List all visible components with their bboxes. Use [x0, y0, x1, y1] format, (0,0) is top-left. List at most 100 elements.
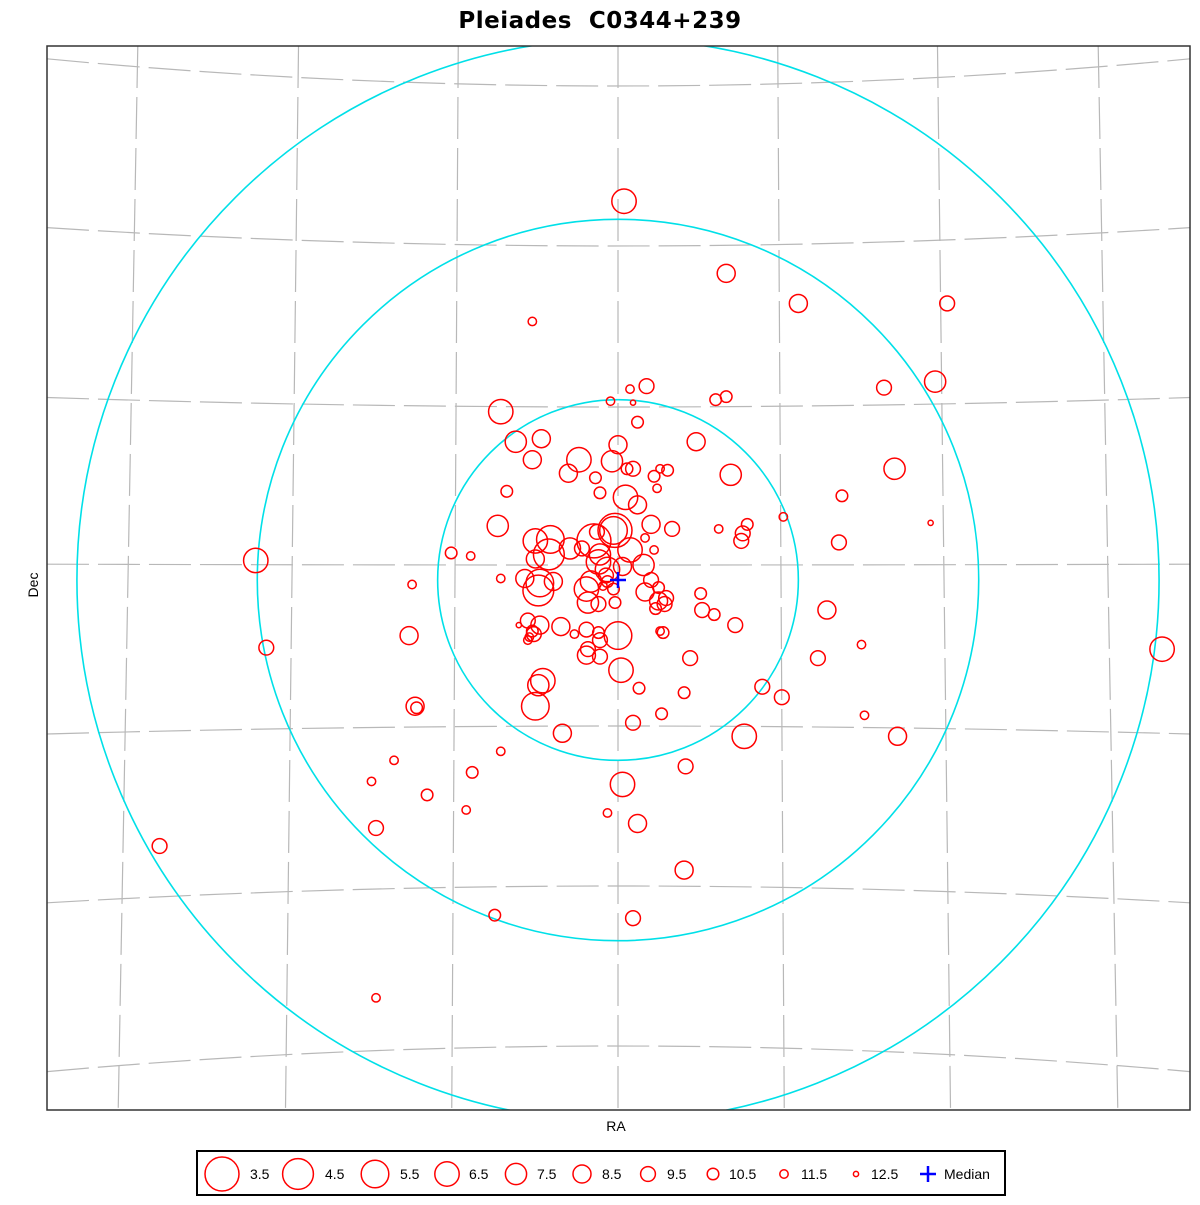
star-marker: [694, 601, 711, 619]
star-marker: [461, 805, 472, 815]
star-marker: [677, 686, 691, 700]
star-marker: [558, 537, 582, 560]
star-marker: [663, 520, 681, 538]
star-marker: [887, 726, 908, 747]
star-marker: [625, 384, 635, 395]
star-marker: [405, 696, 425, 717]
star-marker: [624, 910, 642, 927]
star-marker: [609, 771, 636, 798]
star-marker: [694, 586, 708, 601]
star-marker: [640, 532, 651, 543]
star-marker: [573, 576, 600, 602]
star-marker: [638, 377, 655, 395]
star-marker: [627, 813, 648, 834]
legend-marker-12.5: [852, 1170, 860, 1178]
star-marker: [367, 819, 385, 837]
star-marker: [709, 393, 723, 407]
star-marker: [641, 514, 661, 535]
radius-ring-1: [256, 218, 980, 942]
radius-ring-0: [436, 398, 800, 762]
star-marker: [526, 673, 550, 697]
star-marker: [520, 691, 550, 721]
star-marker: [713, 523, 724, 534]
legend-label-12.5: 12.5: [871, 1166, 898, 1182]
star-marker: [525, 549, 546, 569]
star-marker: [606, 582, 621, 596]
radius-ring-2: [76, 46, 1160, 1110]
legend-marker-4.5: [281, 1157, 315, 1191]
star-marker: [661, 463, 675, 477]
star-marker: [504, 430, 528, 454]
star-marker: [627, 495, 648, 515]
grid-line-ra-1: [284, 46, 300, 1110]
star-marker: [727, 616, 744, 634]
star-marker: [734, 525, 751, 542]
star-marker: [522, 635, 533, 646]
star-marker: [399, 625, 419, 646]
legend-label-7.5: 7.5: [537, 1166, 557, 1182]
star-marker: [465, 551, 476, 561]
star-marker: [1149, 636, 1176, 663]
star-marker: [733, 532, 750, 550]
star-marker: [366, 776, 377, 787]
star-marker: [597, 512, 633, 549]
star-marker: [939, 295, 956, 312]
star-marker: [655, 707, 669, 721]
star-marker: [630, 415, 645, 429]
star-marker: [444, 546, 458, 560]
star-marker: [883, 457, 906, 481]
star-marker: [617, 536, 643, 563]
star-marker: [531, 428, 552, 449]
star-marker: [558, 463, 579, 484]
median-marker: [610, 572, 626, 588]
legend-marker-7.5: [504, 1162, 528, 1186]
star-marker: [856, 639, 867, 650]
star-marker: [594, 556, 621, 583]
star-marker: [410, 701, 424, 715]
legend-marker-9.5: [639, 1165, 657, 1183]
star-marker: [486, 514, 510, 538]
star-marker: [569, 629, 580, 640]
star-marker: [648, 591, 669, 611]
star-marker: [573, 540, 591, 557]
star-marker: [407, 579, 418, 590]
star-marker: [527, 316, 538, 327]
legend-label-6.5: 6.5: [469, 1166, 489, 1182]
star-marker: [754, 678, 771, 695]
star-marker: [809, 650, 827, 667]
grid-line-dec-1: [47, 227, 1190, 247]
star-marker: [629, 399, 637, 406]
legend-label-median: Median: [944, 1166, 990, 1182]
star-marker: [656, 626, 670, 640]
star-marker: [719, 463, 743, 487]
star-marker: [371, 992, 381, 1003]
star-marker: [875, 379, 893, 396]
star-marker: [817, 600, 837, 620]
grid-line-dec-4: [47, 725, 1190, 735]
star-marker: [632, 681, 646, 695]
star-marker: [593, 486, 607, 500]
star-marker: [488, 908, 502, 922]
plot-frame: [46, 45, 1191, 1111]
legend-marker-8.5: [572, 1164, 592, 1184]
grid-line-dec-0: [47, 58, 1190, 87]
star-marker: [495, 573, 506, 584]
star-marker: [830, 534, 848, 551]
star-marker: [515, 621, 523, 629]
grid-line-ra-5: [936, 46, 952, 1110]
star-marker: [591, 631, 609, 649]
star-marker: [522, 574, 555, 607]
star-marker: [612, 484, 639, 511]
star-marker: [632, 553, 655, 577]
star-marker: [649, 602, 663, 616]
star-marker: [529, 667, 556, 694]
star-markers: [151, 188, 1176, 1003]
star-marker: [686, 431, 706, 452]
legend-label-10.5: 10.5: [729, 1166, 756, 1182]
star-marker: [635, 582, 655, 602]
star-marker: [642, 571, 660, 589]
legend-label-5.5: 5.5: [400, 1166, 420, 1182]
star-marker: [740, 517, 754, 531]
star-marker: [532, 538, 566, 571]
